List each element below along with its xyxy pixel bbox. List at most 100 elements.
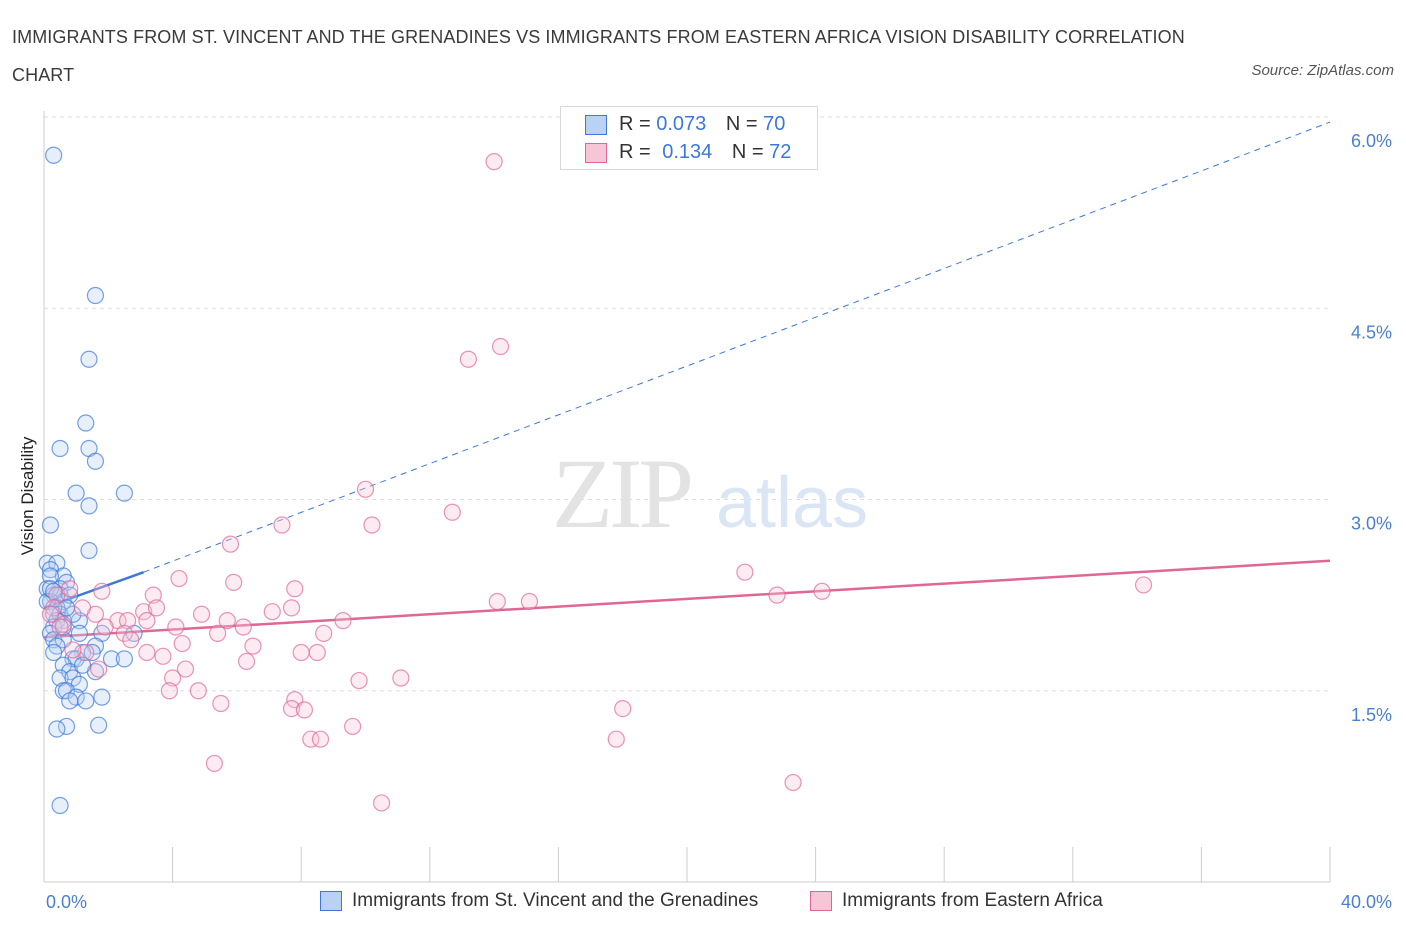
- point-eastern-africa: [308, 643, 326, 662]
- watermark: ZIP atlas: [552, 438, 868, 549]
- legend-r-value-series2: 0.134: [662, 141, 713, 163]
- tick-labels: 1.5% 3.0% 4.5% 6.0% 0.0% 40.0%: [46, 131, 1392, 912]
- legend-swatch-blue: [585, 114, 607, 135]
- point-eastern-africa: [176, 660, 195, 678]
- source-label: Source: ZipAtlas.com: [1251, 62, 1394, 79]
- legend-n-value-series2: 72: [769, 141, 792, 163]
- point-st-vincent: [80, 541, 98, 560]
- y-tick-label: 6.0%: [1351, 131, 1392, 151]
- point-st-vincent: [61, 586, 79, 604]
- legend-n-label: N =: [731, 141, 764, 163]
- point-eastern-africa: [115, 624, 133, 642]
- point-eastern-africa: [363, 516, 381, 534]
- point-eastern-africa: [225, 573, 243, 591]
- point-eastern-africa: [282, 699, 301, 718]
- point-st-vincent: [80, 350, 98, 368]
- trend-line-st-vincent-extension: [143, 121, 1331, 573]
- point-eastern-africa: [459, 350, 477, 368]
- correlation-legend: R = 0.073 N = 70 R = 0.134 N = 72: [560, 106, 818, 170]
- point-st-vincent: [70, 624, 88, 642]
- point-st-vincent: [70, 612, 88, 630]
- point-st-vincent: [61, 692, 79, 710]
- point-st-vincent: [45, 643, 63, 662]
- point-eastern-africa: [273, 516, 291, 534]
- point-eastern-africa: [221, 535, 240, 553]
- chart-title: IMMIGRANTS FROM ST. VINCENT AND THE GREN…: [12, 27, 1185, 85]
- legend-n-label: N =: [725, 113, 758, 135]
- point-eastern-africa: [485, 153, 503, 171]
- point-eastern-africa: [135, 603, 153, 621]
- trend-line-eastern-africa: [43, 559, 1331, 639]
- point-eastern-africa: [73, 599, 92, 617]
- point-st-vincent: [57, 682, 76, 700]
- point-eastern-africa: [768, 586, 786, 604]
- point-eastern-africa: [192, 605, 211, 623]
- point-st-vincent: [77, 414, 95, 432]
- point-st-vincent: [51, 796, 69, 815]
- point-eastern-africa: [118, 612, 137, 630]
- point-eastern-africa: [286, 580, 304, 598]
- point-eastern-africa: [443, 503, 461, 521]
- point-eastern-africa: [356, 480, 375, 498]
- bottom-legend-swatch-pink: [810, 890, 832, 911]
- point-eastern-africa: [1134, 576, 1153, 594]
- point-st-vincent: [67, 484, 85, 502]
- point-eastern-africa: [350, 671, 368, 690]
- point-eastern-africa: [138, 643, 156, 662]
- point-eastern-africa: [51, 618, 69, 636]
- point-st-vincent: [45, 146, 63, 164]
- point-st-vincent: [54, 656, 72, 674]
- point-eastern-africa: [189, 682, 207, 700]
- point-st-vincent: [73, 656, 92, 674]
- point-eastern-africa: [160, 682, 178, 700]
- point-eastern-africa: [295, 701, 314, 719]
- point-eastern-africa: [90, 660, 108, 678]
- point-st-vincent: [51, 439, 69, 458]
- point-eastern-africa: [54, 615, 72, 634]
- point-eastern-africa: [311, 730, 330, 748]
- point-eastern-africa: [614, 699, 632, 718]
- point-eastern-africa: [813, 582, 831, 600]
- watermark-zip: ZIP: [552, 438, 690, 549]
- point-eastern-africa: [234, 618, 252, 636]
- y-tick-label: 1.5%: [1351, 705, 1392, 725]
- point-st-vincent: [48, 720, 66, 738]
- point-st-vincent: [83, 643, 101, 662]
- point-eastern-africa: [244, 637, 262, 655]
- point-st-vincent: [57, 717, 76, 736]
- data-points: [38, 146, 1153, 815]
- point-eastern-africa: [392, 669, 410, 687]
- point-eastern-africa: [164, 669, 182, 687]
- point-eastern-africa: [292, 643, 310, 662]
- legend-r-value-series1: 0.073: [656, 113, 707, 135]
- bottom-legend-label-series2: Immigrants from Eastern Africa: [842, 890, 1103, 911]
- point-st-vincent: [77, 692, 95, 710]
- legend-n-value-series1: 70: [763, 113, 786, 135]
- point-eastern-africa: [122, 631, 140, 649]
- point-eastern-africa: [61, 580, 79, 598]
- point-eastern-africa: [237, 652, 256, 671]
- point-eastern-africa: [167, 618, 185, 636]
- point-st-vincent: [115, 650, 133, 668]
- bottom-legend-swatch-blue: [320, 890, 342, 911]
- point-eastern-africa: [372, 794, 391, 812]
- point-eastern-africa: [784, 773, 802, 792]
- point-eastern-africa: [154, 647, 172, 665]
- point-eastern-africa: [205, 754, 223, 773]
- point-eastern-africa: [218, 612, 236, 630]
- point-eastern-africa: [491, 337, 510, 356]
- point-eastern-africa: [96, 618, 114, 636]
- point-eastern-africa: [520, 592, 539, 611]
- point-eastern-africa: [93, 582, 111, 600]
- point-st-vincent: [80, 497, 98, 515]
- bottom-legend-label-series1: Immigrants from St. Vincent and the Gren…: [352, 890, 759, 911]
- point-eastern-africa: [212, 694, 230, 713]
- point-st-vincent: [90, 716, 108, 734]
- legend-row-series2: R = 0.134 N = 72: [585, 141, 791, 165]
- point-eastern-africa: [334, 612, 352, 630]
- point-st-vincent: [93, 688, 111, 706]
- watermark-atlas: atlas: [716, 463, 868, 543]
- legend-swatch-pink: [585, 142, 607, 163]
- point-eastern-africa: [607, 730, 625, 748]
